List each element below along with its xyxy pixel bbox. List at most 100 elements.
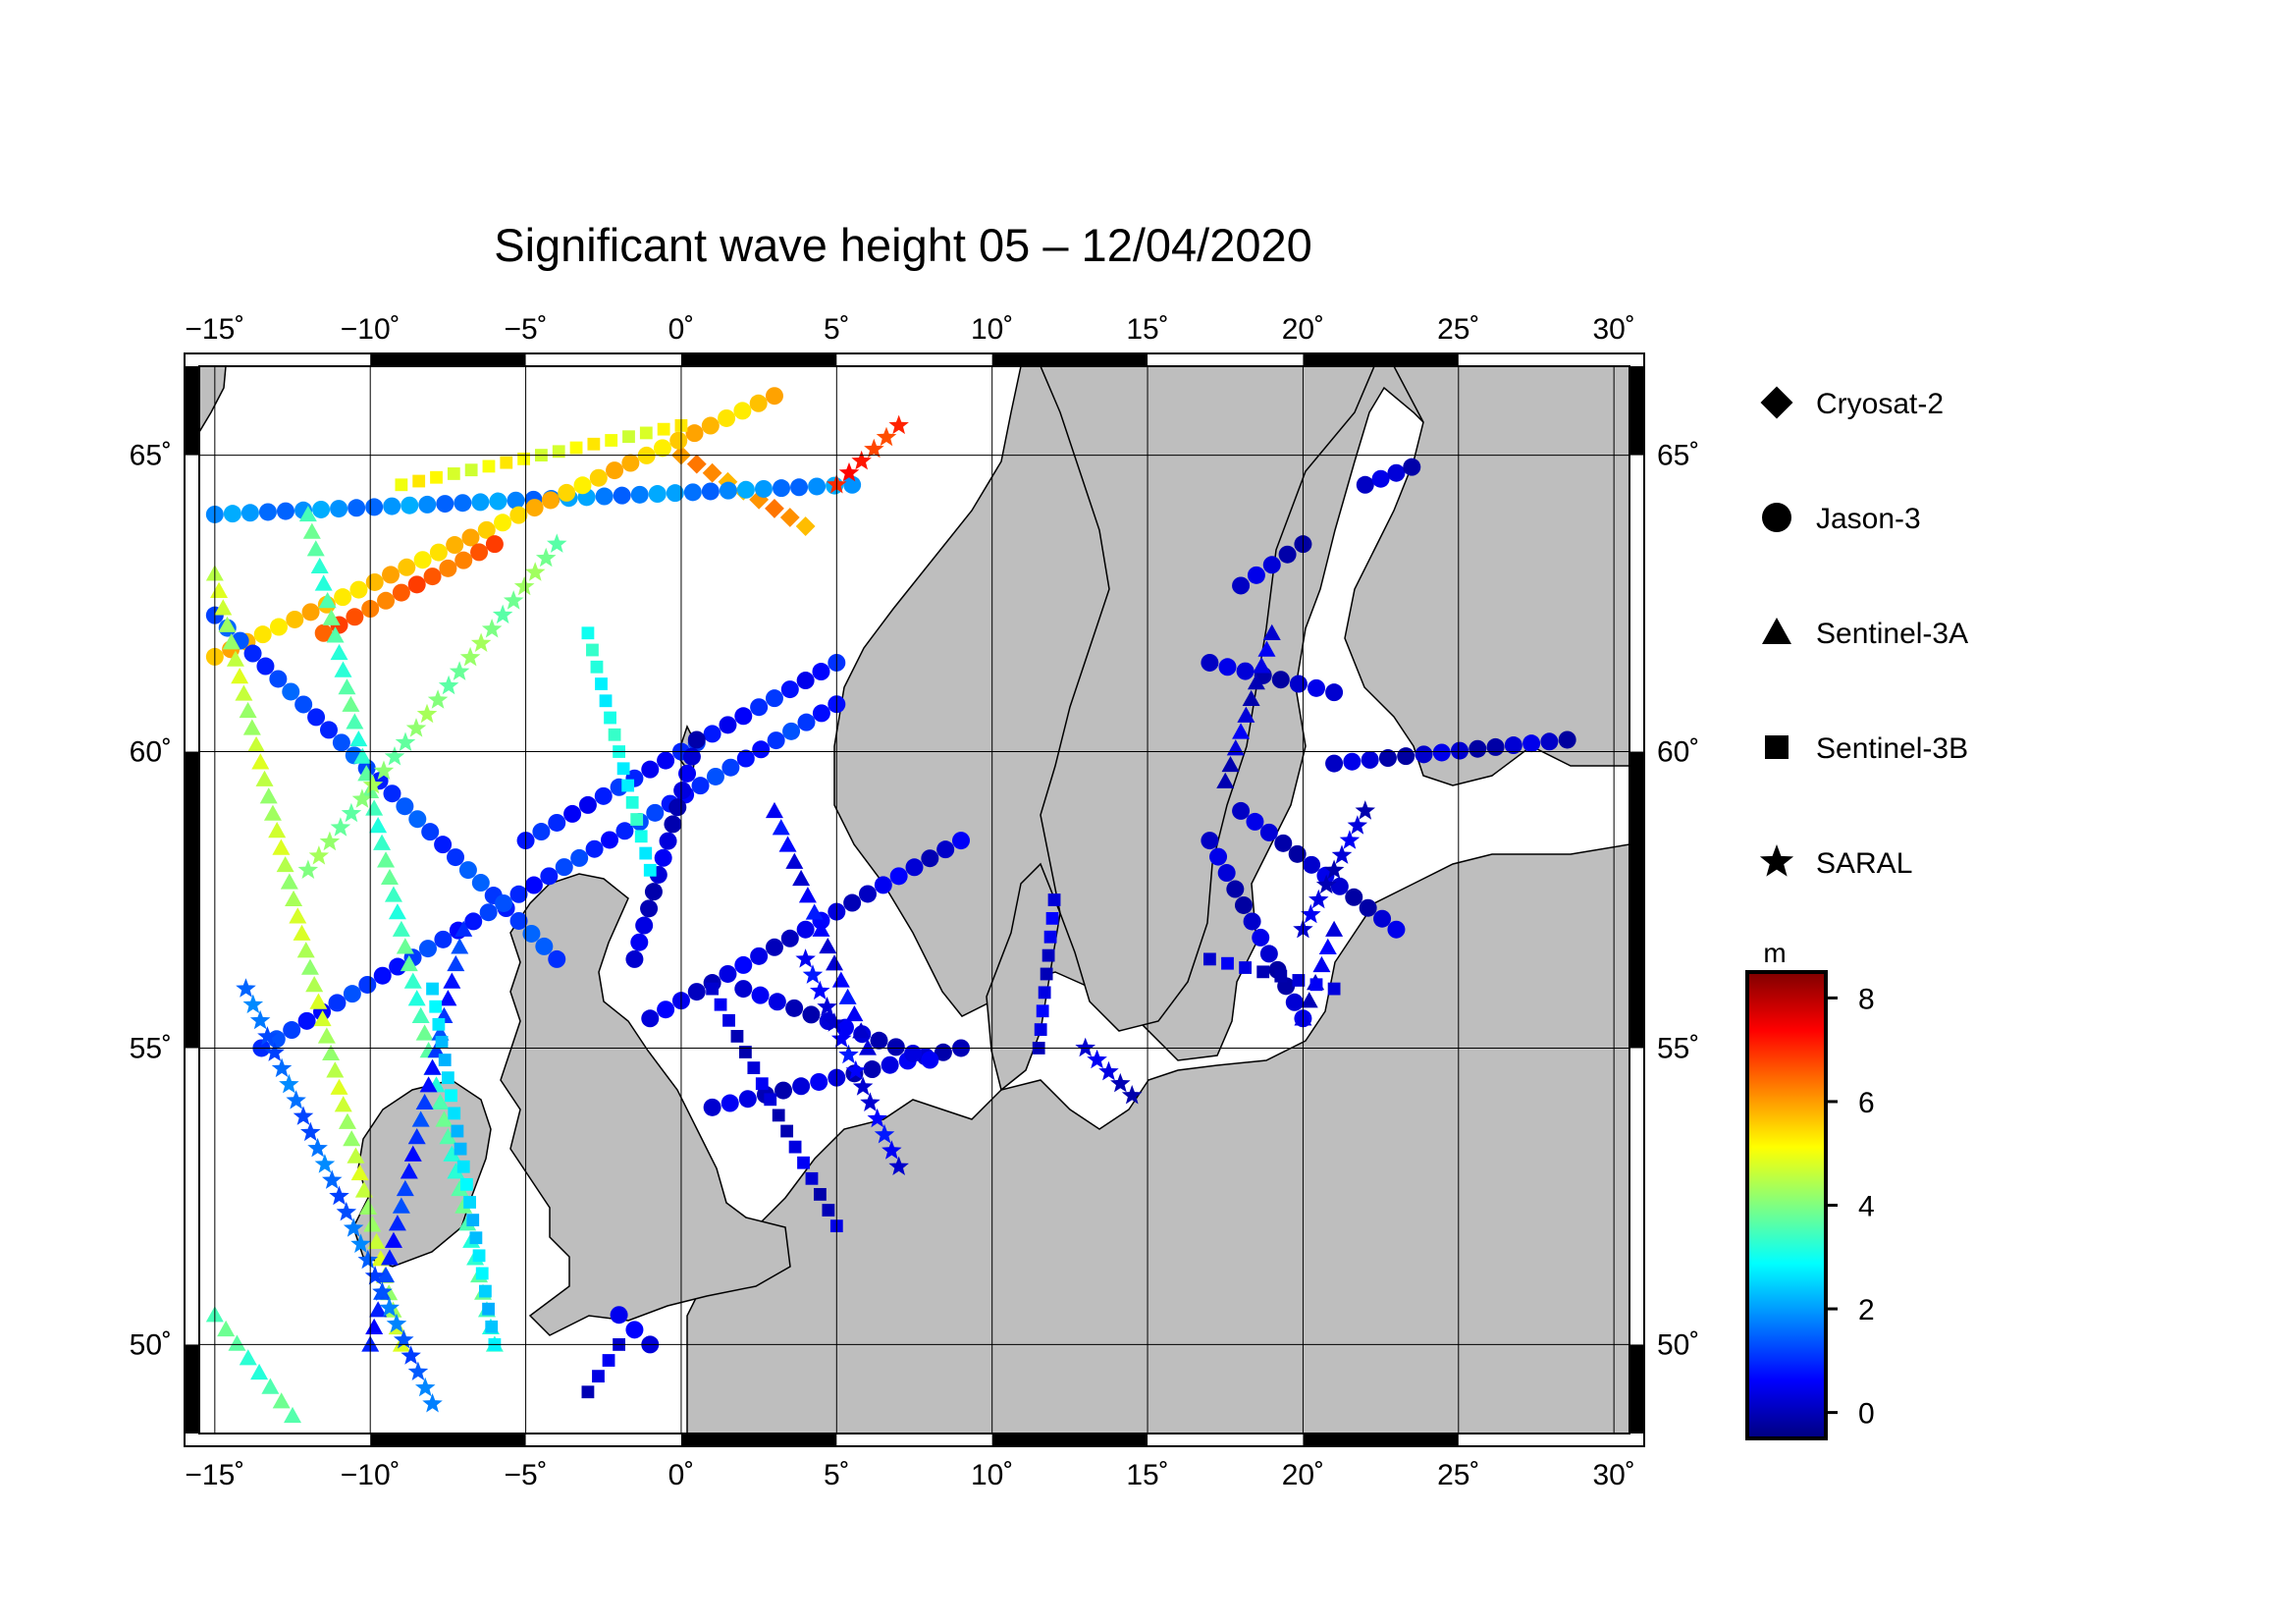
track-point bbox=[517, 452, 530, 465]
track-point bbox=[218, 616, 237, 632]
frame-checker-bands bbox=[185, 353, 1644, 1446]
track-point bbox=[601, 831, 619, 849]
track-point bbox=[334, 661, 352, 677]
track-point bbox=[1043, 930, 1057, 944]
track-point bbox=[682, 747, 701, 766]
track-point bbox=[407, 1361, 429, 1380]
track-point bbox=[578, 795, 597, 814]
track-point bbox=[749, 394, 768, 412]
track-point bbox=[415, 1377, 436, 1397]
lon-tick-label: 15˚ bbox=[1126, 313, 1168, 346]
track-point bbox=[298, 505, 317, 522]
track-point bbox=[805, 903, 824, 920]
track-point bbox=[343, 985, 361, 1003]
track-point bbox=[621, 454, 640, 472]
track-point bbox=[648, 485, 667, 504]
track-point bbox=[407, 575, 426, 594]
track-point bbox=[734, 707, 753, 726]
colorbar-ticks: 8 6 4 2 0 bbox=[1826, 983, 1875, 1431]
track-point bbox=[297, 859, 319, 879]
legend-item: SARAL bbox=[1759, 844, 1912, 880]
track-point bbox=[1098, 1060, 1119, 1081]
track-point bbox=[392, 920, 410, 937]
track-point bbox=[242, 994, 264, 1014]
track-point bbox=[808, 477, 827, 496]
legend-label: SARAL bbox=[1816, 847, 1912, 880]
lon-tick-label: 0˚ bbox=[668, 313, 695, 346]
track-point bbox=[1257, 640, 1276, 657]
track-point bbox=[1278, 545, 1297, 564]
track-point bbox=[447, 954, 465, 972]
track-point bbox=[448, 1107, 461, 1120]
track-point bbox=[464, 912, 483, 931]
track-point bbox=[251, 753, 270, 770]
track-point bbox=[774, 1081, 793, 1100]
lon-tick-label: 30˚ bbox=[1592, 313, 1634, 346]
track-point bbox=[641, 760, 660, 779]
track-point bbox=[1315, 874, 1337, 894]
track-point bbox=[540, 867, 559, 886]
track-point bbox=[296, 942, 315, 958]
track-point bbox=[334, 1096, 352, 1112]
track-point bbox=[416, 703, 438, 724]
track-point bbox=[247, 735, 266, 753]
lat-labels-right: 65˚ 60˚ 55˚ 50˚ bbox=[1657, 440, 1699, 1362]
track-point bbox=[1075, 1037, 1095, 1057]
track-point bbox=[284, 1406, 302, 1424]
track-point bbox=[272, 1392, 291, 1409]
track-point bbox=[1242, 689, 1260, 707]
colorbar-tick-label: 8 bbox=[1858, 983, 1875, 1015]
track-point bbox=[547, 533, 567, 553]
track-point bbox=[653, 439, 671, 458]
track-point bbox=[904, 1044, 923, 1062]
track-point bbox=[269, 670, 288, 688]
track-point bbox=[395, 478, 408, 492]
legend-item: Sentinel-3A bbox=[1762, 618, 1968, 650]
track-point bbox=[242, 719, 261, 735]
track-point bbox=[338, 678, 356, 695]
lon-tick-label: −15˚ bbox=[185, 1459, 244, 1491]
track-point bbox=[1361, 750, 1379, 769]
track-point bbox=[555, 858, 573, 877]
track-point bbox=[439, 559, 457, 577]
track-point bbox=[400, 496, 419, 514]
track-point bbox=[509, 911, 528, 930]
track-point bbox=[354, 1181, 373, 1198]
track-point bbox=[1300, 992, 1318, 1008]
track-point bbox=[734, 980, 753, 999]
track-point bbox=[1347, 815, 1368, 835]
track-point bbox=[1309, 978, 1323, 992]
track-point bbox=[454, 920, 473, 937]
track-point bbox=[349, 730, 368, 747]
track-point bbox=[269, 618, 288, 636]
track-point bbox=[1218, 658, 1237, 676]
lon-tick-label: −5˚ bbox=[504, 313, 547, 346]
track-point bbox=[471, 874, 490, 893]
track-point bbox=[1504, 736, 1522, 755]
track-point bbox=[293, 1106, 314, 1125]
track-point bbox=[222, 633, 240, 650]
colorbar-tick-label: 6 bbox=[1858, 1087, 1875, 1119]
track-point bbox=[1345, 888, 1363, 906]
track-point bbox=[687, 730, 706, 749]
track-point bbox=[1209, 847, 1228, 866]
track-point bbox=[621, 779, 635, 792]
track-point bbox=[1246, 812, 1264, 831]
track-point bbox=[373, 834, 392, 850]
track-point bbox=[430, 470, 443, 484]
track-point bbox=[664, 815, 682, 834]
track-point bbox=[874, 876, 892, 894]
track-point bbox=[701, 482, 720, 501]
track-point bbox=[384, 746, 405, 766]
lat-tick-label: 60˚ bbox=[1657, 736, 1699, 769]
track-point bbox=[644, 883, 663, 901]
track-point bbox=[888, 1156, 909, 1175]
track-point bbox=[851, 450, 872, 470]
track-point bbox=[365, 799, 384, 816]
track-point bbox=[423, 1058, 442, 1075]
track-point bbox=[365, 1318, 384, 1335]
track-point bbox=[768, 993, 786, 1011]
track-point bbox=[634, 830, 648, 843]
track-point bbox=[435, 1110, 454, 1127]
track-point bbox=[669, 431, 688, 450]
